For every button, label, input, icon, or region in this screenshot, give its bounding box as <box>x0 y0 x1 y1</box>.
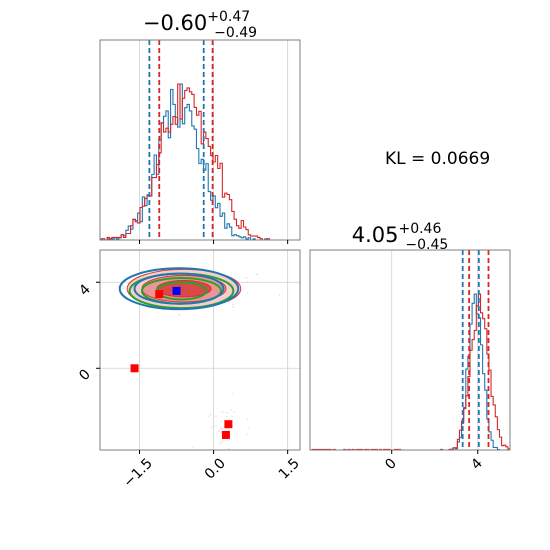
joint-xtick-label-0.0: 0.0 <box>202 456 229 483</box>
scatter-point <box>232 306 235 308</box>
scatter-point <box>228 301 231 303</box>
right-xtick-label-4: 4 <box>468 455 486 473</box>
scatter-point <box>230 409 233 411</box>
scatter-point <box>246 418 249 421</box>
top-marginal-panel: −0.60+0.47 −0.49 <box>99 9 301 244</box>
top-title-value: −0.60 <box>143 11 207 35</box>
top-grid <box>139 40 289 240</box>
blue-contour-line <box>133 272 225 305</box>
joint-panel-frame <box>99 249 301 451</box>
scatter-point <box>215 425 217 427</box>
scatter-point <box>231 415 234 418</box>
scatter-point <box>232 303 235 306</box>
scatter-point <box>192 446 195 449</box>
scatter-point <box>217 430 220 433</box>
scatter-point <box>221 428 224 430</box>
scatter-point <box>220 440 222 443</box>
histogram-step-blue <box>310 293 510 450</box>
right-x-ticks <box>391 450 479 454</box>
scatter-point <box>207 415 210 418</box>
scatter-point <box>246 281 249 284</box>
scatter-point <box>231 392 234 395</box>
scatter-point <box>220 431 223 434</box>
scatter-point <box>209 413 212 416</box>
scatter-point <box>123 286 126 288</box>
right-title-value: 4.05 <box>352 223 399 247</box>
right-histograms <box>310 293 510 450</box>
scatter-point <box>212 425 215 428</box>
scatter-point <box>140 269 143 272</box>
scatter-point <box>221 411 224 414</box>
top-panel-title: −0.60+0.47 −0.49 <box>143 9 257 41</box>
scatter-point <box>278 294 281 297</box>
top-x-ticks <box>139 240 289 244</box>
joint-ytick-label-4: 4 <box>76 281 94 299</box>
joint-xtick-label-1.5: 1.5 <box>276 456 303 483</box>
scatter-point <box>219 442 222 445</box>
histogram-step-red <box>100 83 300 240</box>
joint-xtick-label-neg1.5: −1.5 <box>120 456 155 491</box>
blue-square-marker <box>172 286 181 295</box>
right-panel-title: 4.05+0.46 −0.45 <box>352 221 449 253</box>
scatter-point <box>122 287 125 290</box>
scatter-point <box>226 415 228 418</box>
scatter-point <box>178 313 180 316</box>
right-xtick-label-0: 0 <box>382 456 400 474</box>
joint-markers <box>130 286 233 439</box>
histogram-step-blue <box>100 83 300 240</box>
scatter-point <box>225 411 228 414</box>
red-square-marker <box>224 420 233 429</box>
right-title-sub: −0.45 <box>405 237 448 253</box>
scatter-point <box>121 284 124 287</box>
red-square-marker <box>130 364 139 373</box>
top-title-sup: +0.47 <box>207 9 250 25</box>
blue-contour-line <box>118 267 240 311</box>
joint-panel: 4 0 −1.5 0.0 1.5 <box>76 249 303 491</box>
right-marginal-panel: 0 4 4.05+0.46 −0.45 <box>309 221 511 474</box>
scatter-point <box>210 427 213 429</box>
top-panel-frame <box>99 39 301 241</box>
scatter-point <box>215 415 217 417</box>
scatter-point <box>247 426 250 429</box>
scatter-point <box>227 448 230 450</box>
joint-contours <box>118 267 242 311</box>
right-grid <box>391 250 479 450</box>
red-square-marker <box>221 430 230 439</box>
top-histograms <box>100 83 300 240</box>
right-title-sup: +0.46 <box>398 221 441 237</box>
scatter-point <box>220 420 222 423</box>
joint-ytick-label-0: 0 <box>76 367 94 385</box>
top-title-sub: −0.49 <box>214 25 257 41</box>
right-panel-frame <box>309 249 511 451</box>
top-quantile-lines <box>148 40 214 240</box>
red-square-marker <box>155 290 164 299</box>
scatter-point <box>256 273 259 276</box>
scatter-point <box>246 292 249 295</box>
scatter-point <box>246 433 249 436</box>
joint-ticks <box>96 281 289 454</box>
kl-annotation: KL = 0.0669 <box>385 149 490 169</box>
scatter-point <box>233 411 236 414</box>
scatter-point <box>219 427 222 430</box>
scatter-point <box>245 276 248 279</box>
right-quantile-lines <box>461 250 490 450</box>
